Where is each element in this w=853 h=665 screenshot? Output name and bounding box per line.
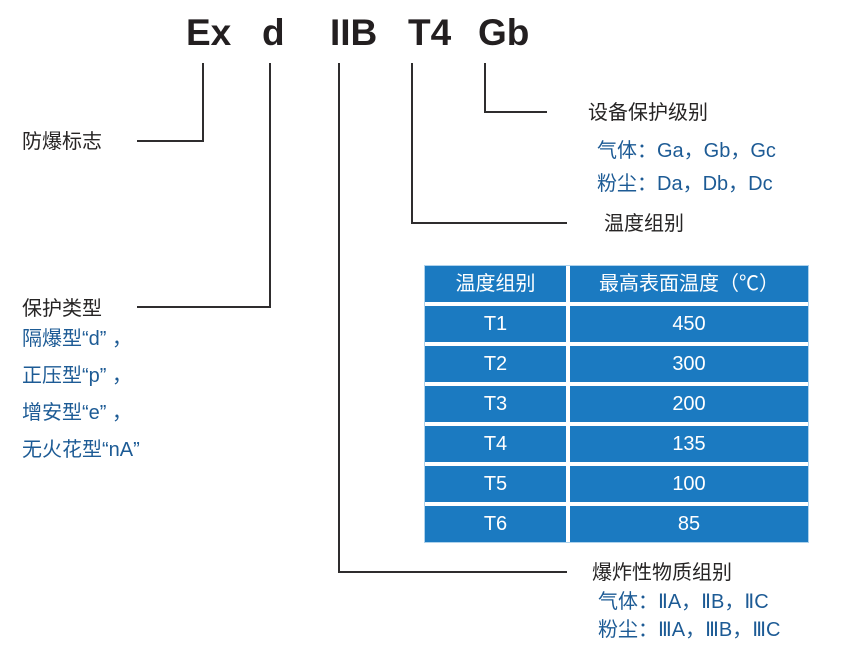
label-substance-group: 爆炸性物质组别 [592, 562, 732, 584]
marking-segment-gb: Gb [478, 12, 530, 53]
table-cell-t1: T1 [425, 306, 566, 342]
connector-ex-vertical [202, 63, 204, 142]
table-cell-t2-val: 300 [570, 346, 808, 382]
table-cell-t6: T6 [425, 506, 566, 542]
marking-segment-d: d [262, 12, 285, 53]
table-cell-t4-val: 135 [570, 426, 808, 462]
protection-type-item-e: 增安型“e” ， [22, 402, 132, 424]
temperature-class-table: 温度组别 最高表面温度（℃） T1 450 T2 300 T3 200 T4 1… [424, 265, 809, 543]
connector-ex-horizontal [137, 140, 204, 142]
protection-type-item-na: 无火花型“nA” [22, 439, 140, 461]
table-cell-t1-val: 450 [570, 306, 808, 342]
epl-gas-levels: 气体：Ga，Gb，Gc [597, 140, 776, 162]
label-protection-type: 保护类型 [22, 298, 102, 320]
connector-d-vertical [269, 63, 271, 308]
label-explosion-proof-mark: 防爆标志 [22, 131, 102, 153]
connector-iib-horizontal [338, 571, 567, 573]
connector-iib-vertical [338, 63, 340, 573]
connector-gb-vertical [484, 63, 486, 113]
table-cell-t4: T4 [425, 426, 566, 462]
table-cell-t6-val: 85 [570, 506, 808, 542]
label-equipment-protection-level: 设备保护级别 [588, 102, 708, 124]
substance-group-dust: 粉尘：ⅢA，ⅢB，ⅢC [598, 619, 781, 641]
table-cell-t2: T2 [425, 346, 566, 382]
table-header-temp-class: 温度组别 [425, 266, 566, 302]
label-temperature-class: 温度组别 [604, 213, 684, 235]
table-cell-t5: T5 [425, 466, 566, 502]
protection-type-item-d: 隔爆型“d” ， [22, 328, 132, 350]
marking-segment-t4: T4 [408, 12, 452, 53]
table-header-max-temp: 最高表面温度（℃） [570, 266, 808, 302]
marking-segment-iib: IIB [330, 12, 378, 53]
table-cell-t3-val: 200 [570, 386, 808, 422]
protection-type-item-p: 正压型“p” ， [22, 365, 132, 387]
substance-group-gas: 气体：ⅡA，ⅡB，ⅡC [598, 591, 769, 613]
marking-segment-ex: Ex [186, 12, 232, 53]
table-cell-t5-val: 100 [570, 466, 808, 502]
connector-gb-horizontal [484, 111, 547, 113]
connector-d-horizontal [137, 306, 271, 308]
epl-dust-levels: 粉尘：Da，Db，Dc [597, 173, 773, 195]
connector-t4-horizontal [411, 222, 567, 224]
table-cell-t3: T3 [425, 386, 566, 422]
connector-t4-vertical [411, 63, 413, 224]
